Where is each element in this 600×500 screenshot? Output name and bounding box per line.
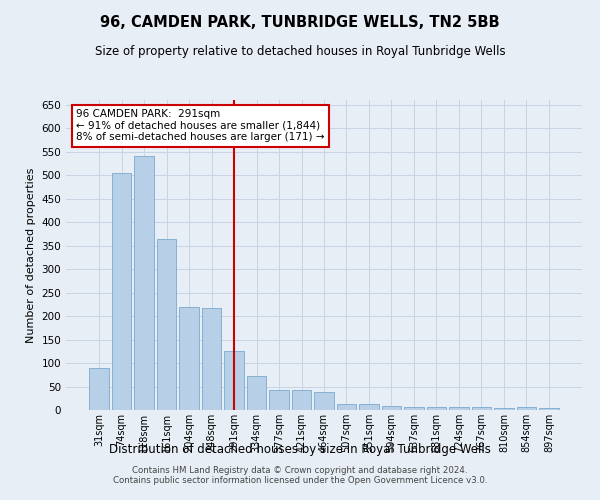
Bar [427,407,446,410]
Bar [89,368,109,410]
Bar [247,376,266,410]
Bar [472,407,491,410]
Bar [269,390,289,410]
Bar [292,390,311,410]
Bar [224,352,244,410]
Bar [112,173,131,410]
Bar [449,407,469,410]
Bar [337,404,356,410]
Bar [157,238,176,410]
Bar [382,406,401,410]
Text: 96 CAMDEN PARK:  291sqm
← 91% of detached houses are smaller (1,844)
8% of semi-: 96 CAMDEN PARK: 291sqm ← 91% of detached… [76,110,325,142]
Bar [359,404,379,410]
Bar [314,392,334,410]
Bar [494,408,514,410]
Bar [179,306,199,410]
Y-axis label: Number of detached properties: Number of detached properties [26,168,36,342]
Bar [404,407,424,410]
Bar [517,407,536,410]
Text: Contains HM Land Registry data © Crown copyright and database right 2024.
Contai: Contains HM Land Registry data © Crown c… [113,466,487,485]
Text: Distribution of detached houses by size in Royal Tunbridge Wells: Distribution of detached houses by size … [109,442,491,456]
Text: Size of property relative to detached houses in Royal Tunbridge Wells: Size of property relative to detached ho… [95,45,505,58]
Text: 96, CAMDEN PARK, TUNBRIDGE WELLS, TN2 5BB: 96, CAMDEN PARK, TUNBRIDGE WELLS, TN2 5B… [100,15,500,30]
Bar [202,308,221,410]
Bar [539,408,559,410]
Bar [134,156,154,410]
